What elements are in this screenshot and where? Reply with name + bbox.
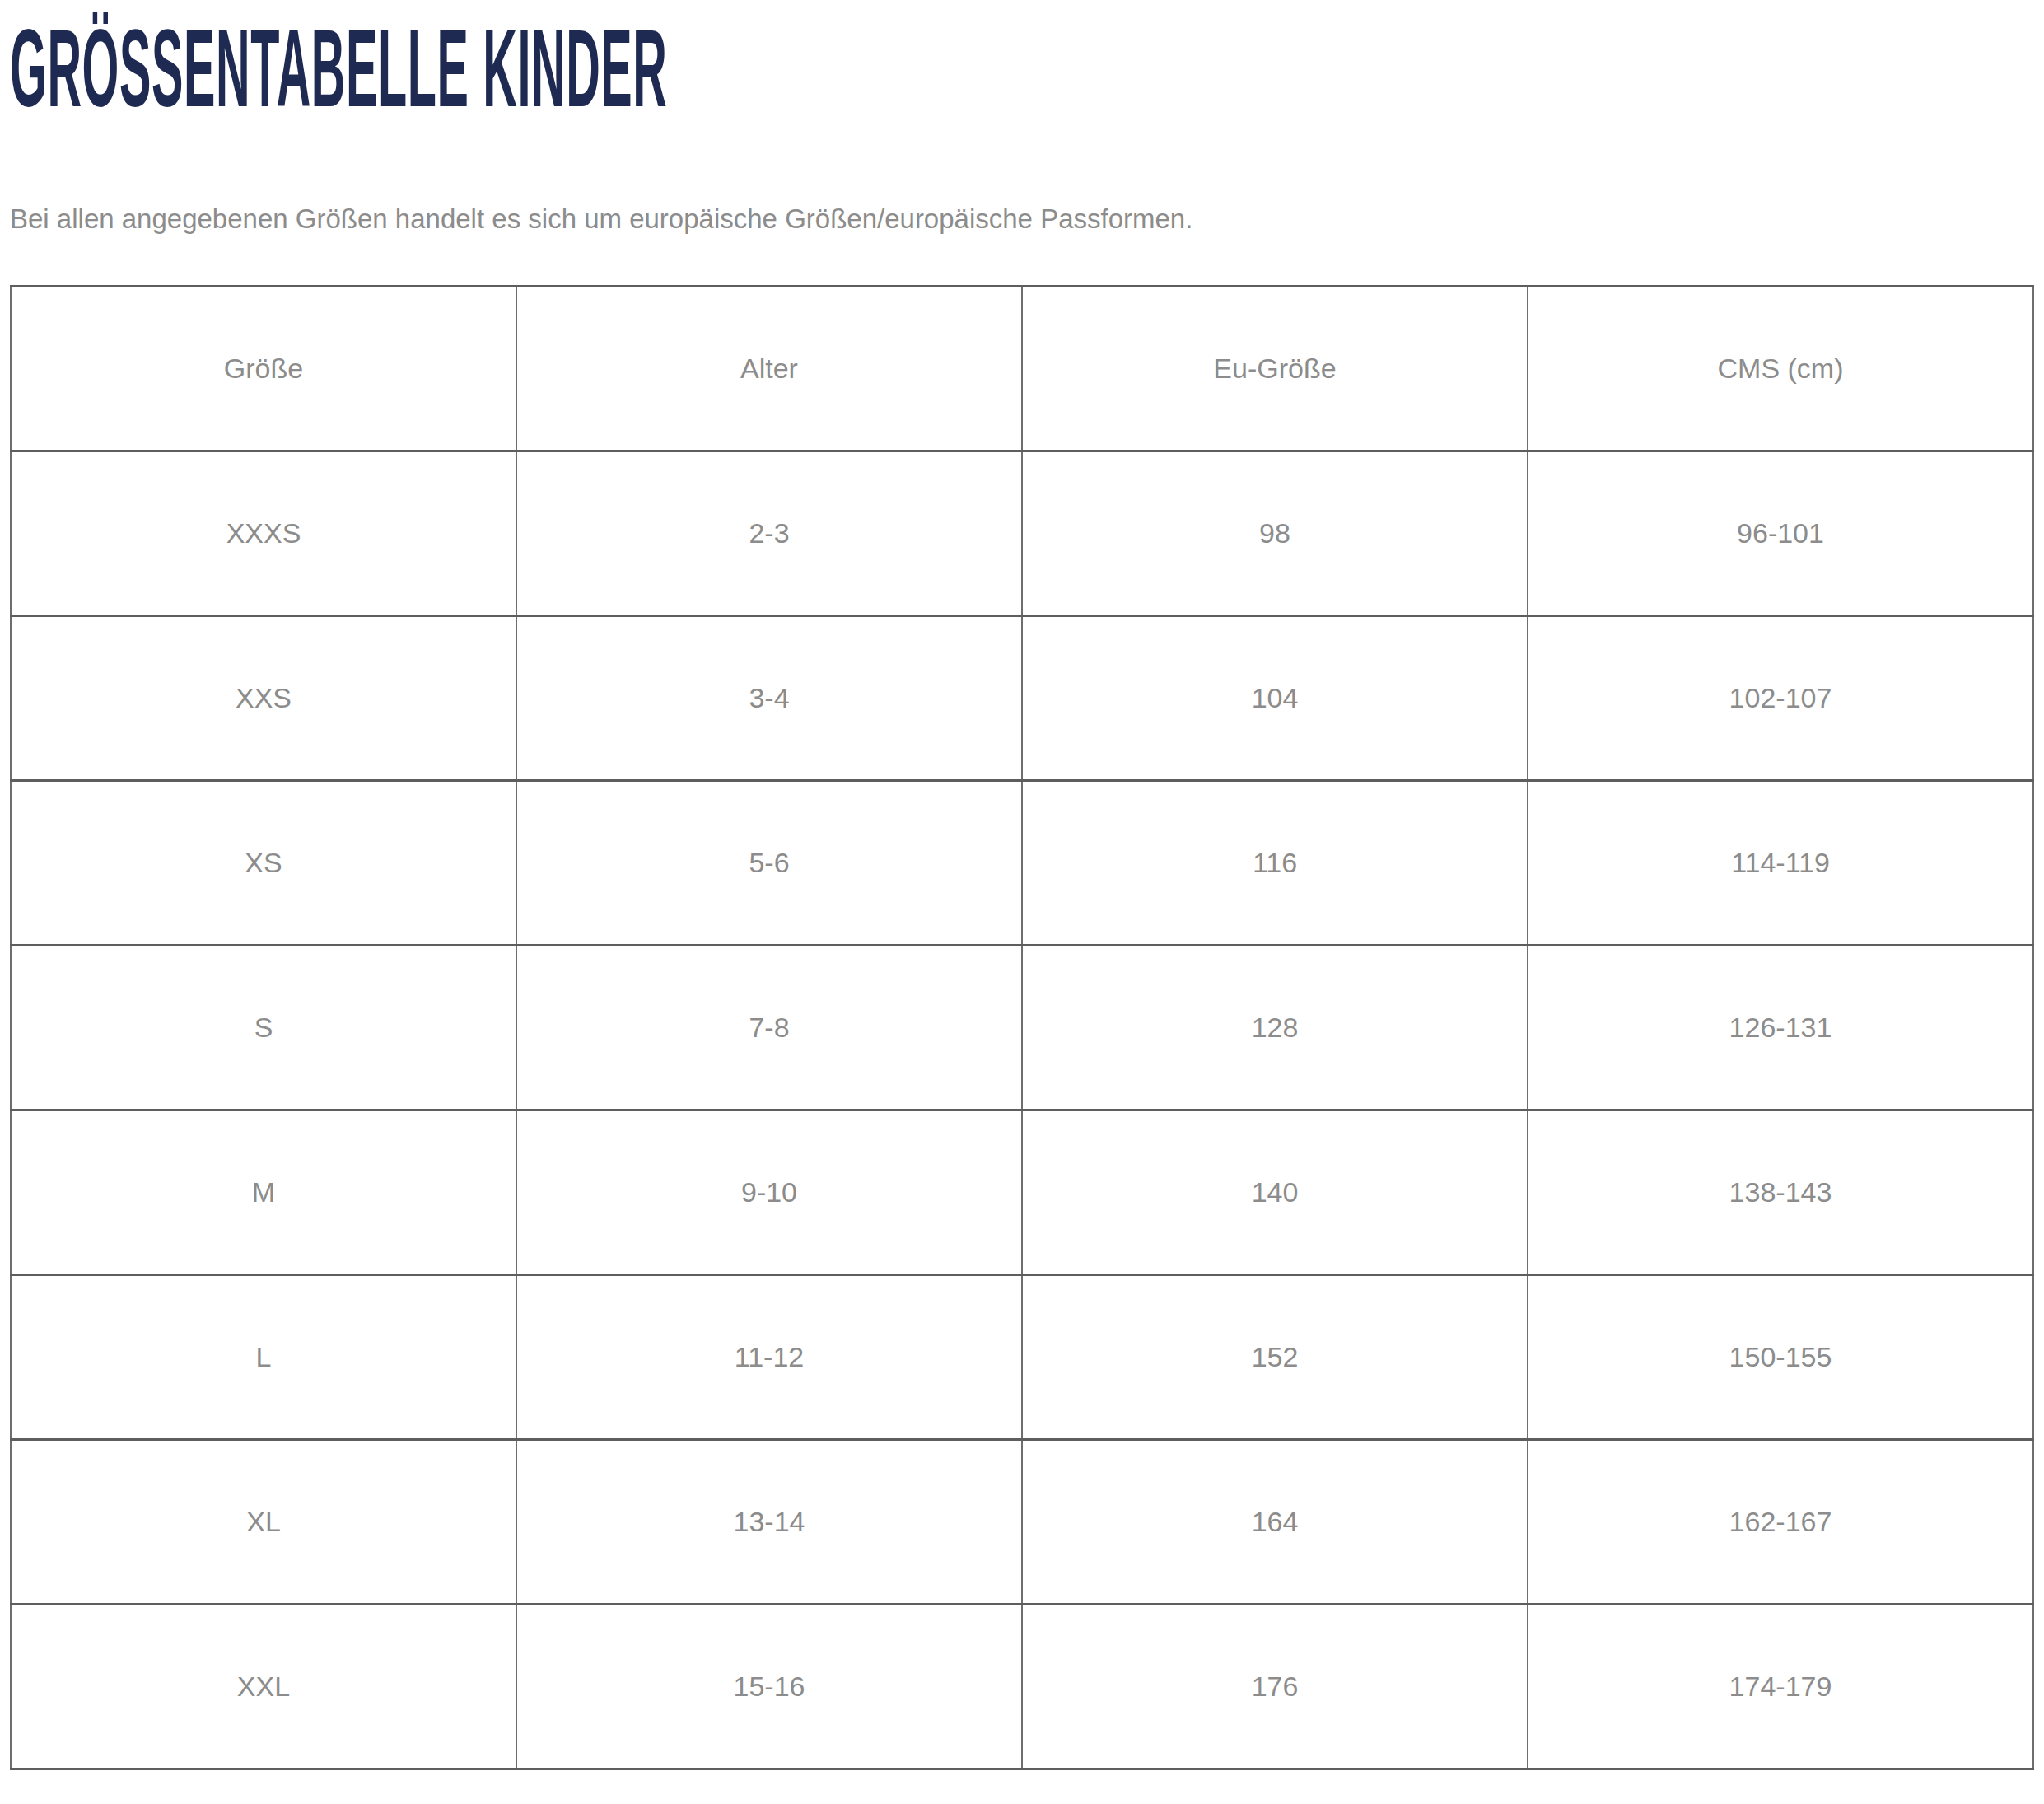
cell-eu-groesse: 176 xyxy=(1022,1605,1528,1769)
cell-eu-groesse: 152 xyxy=(1022,1275,1528,1440)
page-title-text: GRÖSSENTABELLE KINDER xyxy=(10,10,668,127)
cell-groesse: L xyxy=(11,1275,516,1440)
cell-cms: 138-143 xyxy=(1528,1110,2033,1275)
cell-eu-groesse: 104 xyxy=(1022,616,1528,781)
table-row: XXXS 2-3 98 96-101 xyxy=(11,451,2033,616)
cell-cms: 102-107 xyxy=(1528,616,2033,781)
cell-groesse: XXL xyxy=(11,1605,516,1769)
table-row: XXS 3-4 104 102-107 xyxy=(11,616,2033,781)
cell-groesse: XL xyxy=(11,1440,516,1605)
cell-groesse: XS xyxy=(11,781,516,946)
cell-eu-groesse: 164 xyxy=(1022,1440,1528,1605)
size-table-head: Größe Alter Eu-Größe CMS (cm) xyxy=(11,287,2033,451)
table-row: L 11-12 152 150-155 xyxy=(11,1275,2033,1440)
cell-alter: 9-10 xyxy=(516,1110,1022,1275)
page-title: GRÖSSENTABELLE KINDER xyxy=(10,10,2036,127)
cell-alter: 13-14 xyxy=(516,1440,1022,1605)
cell-eu-groesse: 140 xyxy=(1022,1110,1528,1275)
cell-cms: 96-101 xyxy=(1528,451,2033,616)
cell-eu-groesse: 128 xyxy=(1022,946,1528,1110)
cell-cms: 150-155 xyxy=(1528,1275,2033,1440)
table-row: XL 13-14 164 162-167 xyxy=(11,1440,2033,1605)
column-header-eu-groesse: Eu-Größe xyxy=(1022,287,1528,451)
cell-groesse: XXS xyxy=(11,616,516,781)
page-subtitle: Bei allen angegebenen Größen handelt es … xyxy=(10,203,2036,236)
column-header-alter: Alter xyxy=(516,287,1022,451)
cell-alter: 11-12 xyxy=(516,1275,1022,1440)
table-row: M 9-10 140 138-143 xyxy=(11,1110,2033,1275)
header-row: Größe Alter Eu-Größe CMS (cm) xyxy=(11,287,2033,451)
cell-eu-groesse: 98 xyxy=(1022,451,1528,616)
cell-alter: 15-16 xyxy=(516,1605,1022,1769)
cell-eu-groesse: 116 xyxy=(1022,781,1528,946)
cell-cms: 126-131 xyxy=(1528,946,2033,1110)
cell-groesse: S xyxy=(11,946,516,1110)
size-table-body: XXXS 2-3 98 96-101 XXS 3-4 104 102-107 X… xyxy=(11,451,2033,1769)
cell-alter: 2-3 xyxy=(516,451,1022,616)
cell-groesse: M xyxy=(11,1110,516,1275)
cell-cms: 162-167 xyxy=(1528,1440,2033,1605)
column-header-cms: CMS (cm) xyxy=(1528,287,2033,451)
cell-alter: 5-6 xyxy=(516,781,1022,946)
column-header-groesse: Größe xyxy=(11,287,516,451)
cell-alter: 7-8 xyxy=(516,946,1022,1110)
table-row: XS 5-6 116 114-119 xyxy=(11,781,2033,946)
table-row: XXL 15-16 176 174-179 xyxy=(11,1605,2033,1769)
size-table: Größe Alter Eu-Größe CMS (cm) XXXS 2-3 9… xyxy=(10,285,2034,1770)
size-chart-page: GRÖSSENTABELLE KINDER Bei allen angegebe… xyxy=(0,0,2044,1770)
table-row: S 7-8 128 126-131 xyxy=(11,946,2033,1110)
cell-groesse: XXXS xyxy=(11,451,516,616)
cell-cms: 114-119 xyxy=(1528,781,2033,946)
cell-alter: 3-4 xyxy=(516,616,1022,781)
cell-cms: 174-179 xyxy=(1528,1605,2033,1769)
